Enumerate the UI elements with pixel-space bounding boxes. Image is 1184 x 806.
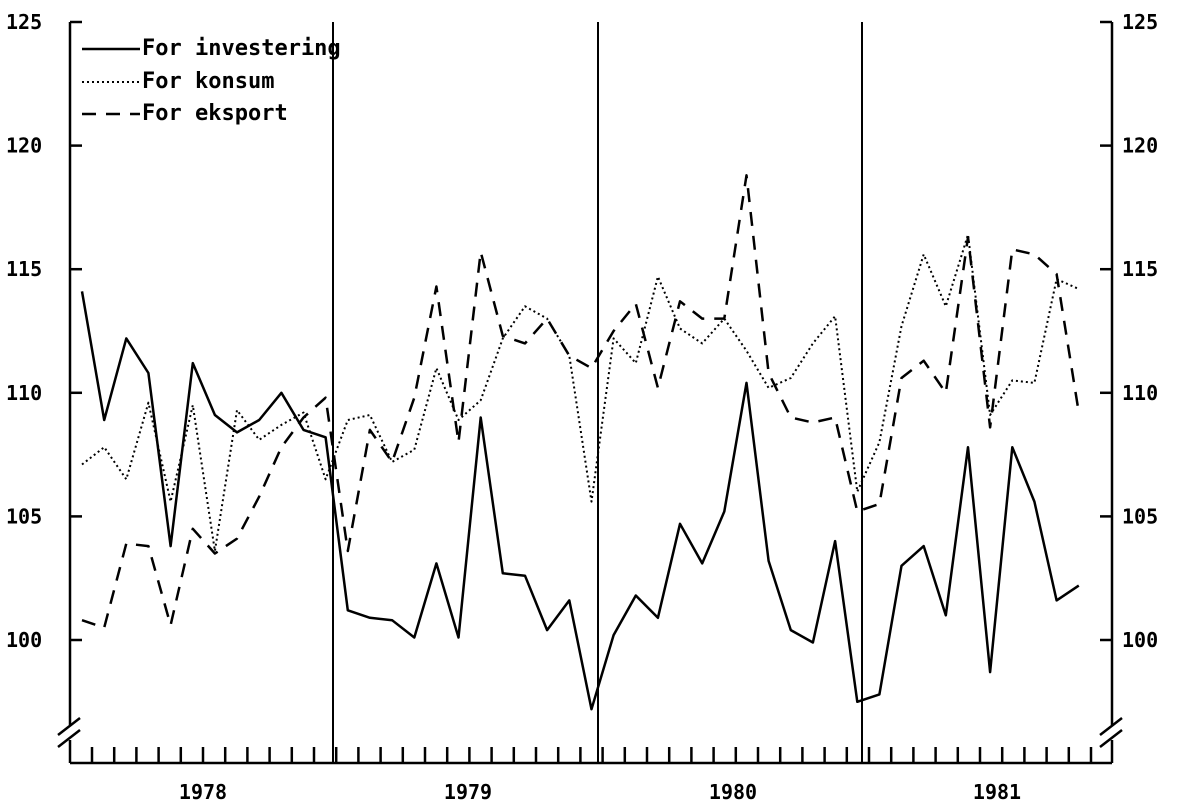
- legend-label-1: For konsum: [142, 69, 274, 94]
- x-axis-ticks: 1978 1979 1980 1981: [90, 747, 1093, 804]
- y-axis-ticks: 100 100 105 105 110 110 115 115 120 120 125 125: [6, 10, 1158, 652]
- legend-label-0: For investering: [142, 36, 341, 61]
- chart-axes: [57, 22, 1123, 765]
- y-tick-label-left: 125: [6, 10, 42, 34]
- axis-break-right-b: [1099, 729, 1123, 748]
- y-tick-label-left: 110: [6, 381, 42, 405]
- axis-break-right-a: [1099, 717, 1123, 736]
- series-line-0: [80, 291, 1080, 711]
- legend: For investering For konsum For eksport: [82, 36, 341, 126]
- y-tick-label-left: 120: [6, 134, 42, 158]
- y-tick-label-right: 110: [1122, 381, 1158, 405]
- y-tick-label-right: 115: [1122, 257, 1158, 281]
- x-tick-label-1978: 1978: [179, 780, 227, 804]
- y-tick-label-left: 105: [6, 504, 42, 528]
- y-tick-label-right: 100: [1122, 628, 1158, 652]
- series-line-2: [81, 174, 1081, 629]
- y-tick-label-left: 100: [6, 628, 42, 652]
- x-tick-label-1980: 1980: [709, 780, 757, 804]
- legend-label-2: For eksport: [142, 101, 288, 126]
- series-lines: [80, 174, 1081, 711]
- axis-break-left-a: [57, 717, 81, 736]
- y-tick-label-right: 125: [1122, 10, 1158, 34]
- y-tick-label-right: 105: [1122, 504, 1158, 528]
- y-tick-label-left: 115: [6, 257, 42, 281]
- x-tick-label-1981: 1981: [973, 780, 1021, 804]
- year-dividers: [332, 22, 863, 763]
- y-tick-label-right: 120: [1122, 134, 1158, 158]
- series-line-1: [81, 233, 1080, 552]
- x-tick-label-1979: 1979: [444, 780, 492, 804]
- axis-break-left-b: [57, 729, 81, 748]
